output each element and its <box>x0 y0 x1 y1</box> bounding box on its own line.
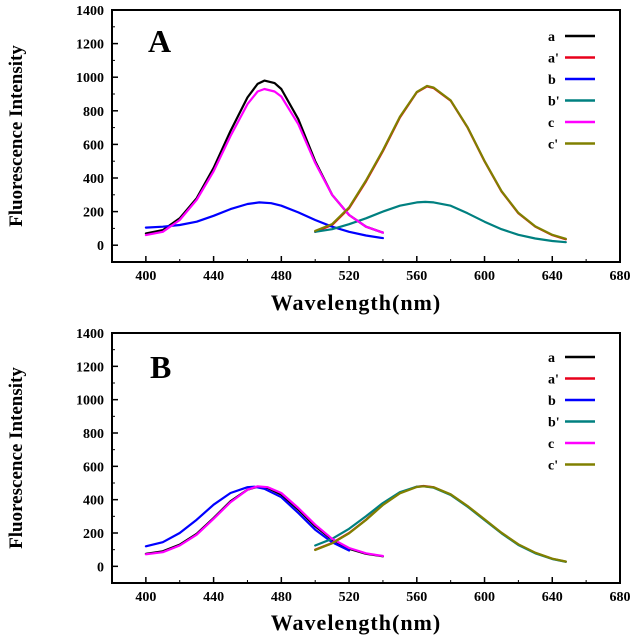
y-tick-label: 400 <box>83 172 104 187</box>
x-tick-label: 560 <box>406 590 427 605</box>
x-tick-label: 440 <box>203 269 224 284</box>
y-tick-label: 800 <box>83 427 104 442</box>
y-tick-label: 1400 <box>76 4 104 19</box>
legend-label: a <box>548 30 555 45</box>
y-tick-label: 0 <box>97 239 104 254</box>
legend-label: c' <box>548 138 558 153</box>
y-tick-label: 1200 <box>76 360 104 375</box>
y-tick-label: 1000 <box>76 394 104 409</box>
panel-label: A <box>148 23 171 59</box>
y-tick-label: 400 <box>83 494 104 509</box>
x-tick-label: 600 <box>474 590 495 605</box>
panel-a-chart: 400 440 480 520 560 600 640 680 0 200 400 600 800 100… <box>6 4 631 315</box>
x-tick-label: 440 <box>203 590 224 605</box>
y-tick-label: 200 <box>83 206 104 221</box>
y-tick-label: 200 <box>83 527 104 542</box>
x-tick-label: 400 <box>135 269 156 284</box>
series-line <box>314 200 567 244</box>
y-axis-title: Fluorescence Intensity <box>6 367 27 549</box>
y-tick-label: 600 <box>83 460 104 475</box>
x-tick-label: 480 <box>271 269 292 284</box>
panel-b-chart: 400 440 480 520 560 600 640 680 0 200 400 600 800 100… <box>6 327 631 635</box>
legend-label: b' <box>548 95 560 110</box>
y-tick-label: 1000 <box>76 71 104 86</box>
x-tick-label: 680 <box>610 590 631 605</box>
x-tick-label: 480 <box>271 590 292 605</box>
series-line <box>144 201 384 240</box>
y-tick-label: 0 <box>97 560 104 575</box>
panel-label: B <box>150 349 171 385</box>
legend-label: c' <box>548 459 558 474</box>
legend-label: b <box>548 73 556 88</box>
legend-label: b <box>548 394 556 409</box>
plot-frame <box>111 9 621 263</box>
plot-frame <box>111 332 621 584</box>
y-tick-label: 600 <box>83 138 104 153</box>
series-line <box>144 485 351 552</box>
x-tick-label: 400 <box>135 590 156 605</box>
x-tick-label: 520 <box>339 269 360 284</box>
x-tick-label: 560 <box>406 269 427 284</box>
series-line <box>314 84 567 240</box>
y-tick-label: 1400 <box>76 327 104 342</box>
legend-label: a' <box>548 373 559 388</box>
x-tick-label: 680 <box>610 269 631 284</box>
series-line <box>144 87 384 237</box>
legend-label: a <box>548 351 555 366</box>
x-tick-label: 600 <box>474 269 495 284</box>
y-tick-label: 800 <box>83 105 104 120</box>
y-axis-title: Fluorescence Intensity <box>6 45 27 227</box>
x-axis-title: Wavelength(nm) <box>271 610 441 635</box>
x-axis-title: Wavelength(nm) <box>271 290 441 315</box>
y-tick-label: 1200 <box>76 38 104 53</box>
x-tick-label: 640 <box>542 269 563 284</box>
x-tick-label: 520 <box>339 590 360 605</box>
series-line <box>314 485 567 563</box>
legend-label: b' <box>548 416 560 431</box>
legend-label: c <box>548 437 554 452</box>
series-line <box>144 485 384 558</box>
legend-label: c <box>548 116 554 131</box>
x-tick-label: 640 <box>542 590 563 605</box>
legend-label: a' <box>548 52 559 67</box>
